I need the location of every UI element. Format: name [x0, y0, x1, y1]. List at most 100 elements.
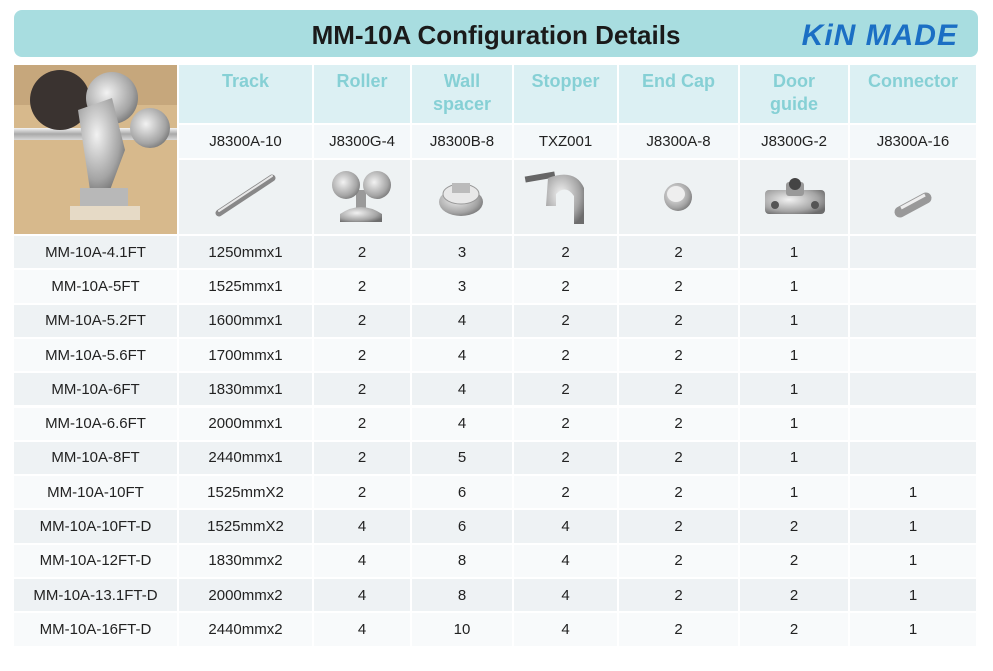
quantity: 2	[619, 579, 738, 612]
model-name: MM-10A-6.6FT	[14, 407, 177, 440]
quantity: 2	[514, 441, 617, 475]
model-name: MM-10A-8FT	[14, 441, 177, 475]
quantity: 6	[412, 510, 512, 543]
title: MM-10A Configuration Details	[311, 20, 681, 50]
part-code: J8300A-16	[850, 125, 976, 158]
quantity: 8	[412, 579, 512, 612]
part-code: J8300A-8	[619, 125, 738, 158]
quantity	[850, 236, 976, 269]
quantity: 2	[314, 236, 410, 269]
model-name: MM-10A-6FT	[14, 373, 177, 406]
logo: KiN MADE	[801, 19, 958, 52]
quantity: 2440mmx1	[179, 441, 312, 475]
quantity: 2	[314, 476, 410, 509]
quantity: 2	[619, 613, 738, 646]
part-code: J8300A-10	[179, 125, 312, 158]
quantity: 1	[740, 373, 848, 406]
quantity: 2000mmx2	[179, 579, 312, 612]
quantity: 2	[619, 236, 738, 269]
quantity: 2	[514, 338, 617, 372]
quantity: 4	[314, 579, 410, 612]
quantity: 2	[619, 476, 738, 509]
quantity: 1525mmx1	[179, 270, 312, 303]
quantity: 2	[740, 544, 848, 577]
quantity: 2	[314, 338, 410, 372]
quantity: 4	[514, 613, 617, 646]
model-name: MM-10A-16FT-D	[14, 613, 177, 646]
quantity: 4	[412, 407, 512, 440]
column-header: End Cap	[619, 65, 738, 123]
quantity: 2	[619, 544, 738, 577]
part-image-cell	[850, 160, 976, 234]
quantity: 4	[412, 338, 512, 372]
quantity: 1	[850, 579, 976, 612]
quantity: 8	[412, 544, 512, 577]
quantity: 2	[514, 373, 617, 406]
quantity: 6	[412, 476, 512, 509]
quantity: 2	[619, 304, 738, 337]
quantity: 2	[619, 441, 738, 475]
quantity: 2	[740, 510, 848, 543]
quantity: 1	[740, 236, 848, 269]
model-name: MM-10A-5FT	[14, 270, 177, 303]
quantity: 4	[412, 304, 512, 337]
column-header: Door guide	[740, 65, 848, 123]
quantity: 2000mmx1	[179, 407, 312, 440]
column-header: Wall spacer	[412, 65, 512, 123]
quantity: 4	[314, 613, 410, 646]
model-name: MM-10A-5.2FT	[14, 304, 177, 337]
model-name: MM-10A-5.6FT	[14, 338, 177, 372]
quantity: 4	[514, 544, 617, 577]
model-name: MM-10A-10FT-D	[14, 510, 177, 543]
quantity: 2	[514, 407, 617, 440]
quantity	[850, 407, 976, 440]
part-image-cell	[514, 160, 617, 234]
quantity: 2	[514, 236, 617, 269]
quantity: 1	[740, 407, 848, 440]
quantity: 1	[740, 476, 848, 509]
quantity: 2	[619, 270, 738, 303]
quantity: 3	[412, 270, 512, 303]
quantity: 2440mmx2	[179, 613, 312, 646]
part-code: J8300G-4	[314, 125, 410, 158]
quantity: 1830mmx1	[179, 373, 312, 406]
quantity: 2	[740, 613, 848, 646]
quantity: 2	[314, 270, 410, 303]
title-bar: MM-10A Configuration Details KiN MADE	[14, 10, 978, 57]
model-name: MM-10A-10FT	[14, 476, 177, 509]
quantity: 4	[514, 510, 617, 543]
quantity: 2	[619, 407, 738, 440]
quantity: 4	[314, 544, 410, 577]
quantity	[850, 270, 976, 303]
quantity: 1525mmX2	[179, 476, 312, 509]
quantity	[850, 441, 976, 475]
quantity: 1600mmx1	[179, 304, 312, 337]
quantity: 2	[314, 304, 410, 337]
quantity: 1	[740, 270, 848, 303]
quantity: 10	[412, 613, 512, 646]
quantity: 2	[514, 476, 617, 509]
part-code: TXZ001	[514, 125, 617, 158]
quantity: 1525mmX2	[179, 510, 312, 543]
quantity: 1700mmx1	[179, 338, 312, 372]
quantity: 2	[314, 373, 410, 406]
part-code: J8300G-2	[740, 125, 848, 158]
quantity: 2	[514, 304, 617, 337]
column-header: Connector	[850, 65, 976, 123]
quantity: 1	[850, 476, 976, 509]
product-photo	[14, 65, 177, 234]
quantity	[850, 304, 976, 337]
quantity	[850, 373, 976, 406]
quantity: 2	[740, 579, 848, 612]
quantity: 3	[412, 236, 512, 269]
quantity: 1	[740, 304, 848, 337]
quantity	[850, 338, 976, 372]
quantity: 2	[314, 407, 410, 440]
quantity: 1	[850, 613, 976, 646]
model-name: MM-10A-4.1FT	[14, 236, 177, 269]
quantity: 2	[514, 270, 617, 303]
column-header: Roller	[314, 65, 410, 123]
quantity: 1	[740, 441, 848, 475]
quantity: 1	[850, 544, 976, 577]
